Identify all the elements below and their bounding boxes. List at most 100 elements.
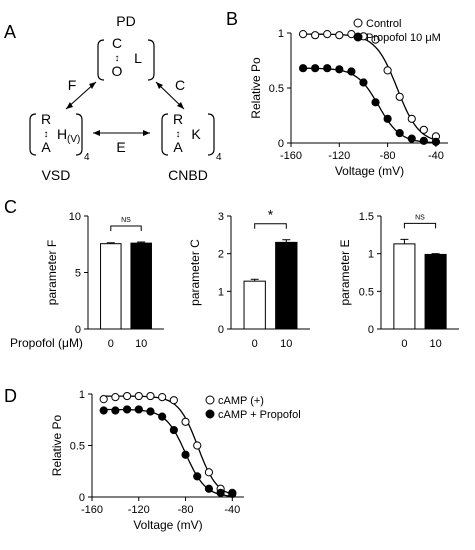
data-point-filled bbox=[335, 65, 344, 74]
x-tick-label: 10 bbox=[429, 338, 441, 350]
y-tick-label: 0 bbox=[368, 324, 374, 336]
y-tick-label: 3 bbox=[218, 211, 224, 223]
y-tick-label: 0 bbox=[218, 324, 224, 336]
data-point-filled bbox=[134, 405, 143, 414]
panel-letter-a: A bbox=[4, 22, 16, 42]
y-tick-label: 0 bbox=[75, 324, 81, 336]
data-point-open bbox=[111, 392, 120, 402]
data-point-filled bbox=[359, 78, 368, 87]
data-point-filled bbox=[169, 425, 178, 435]
pd-label: PD bbox=[116, 13, 135, 29]
data-point-filled bbox=[407, 134, 416, 143]
legend-label: cAMP (+) bbox=[218, 395, 264, 407]
x-tick-label: -120 bbox=[128, 504, 150, 516]
data-point-open bbox=[383, 66, 392, 75]
x-tick-label: 10 bbox=[280, 338, 292, 350]
y-tick-label: 1 bbox=[278, 28, 284, 40]
y-tick-label: 0.5 bbox=[70, 441, 85, 453]
legend-marker bbox=[353, 18, 363, 28]
vsd-label: VSD bbox=[42, 167, 71, 183]
vsd-bracket-right bbox=[75, 113, 83, 156]
legend-label: Propofol 10 μM bbox=[366, 32, 441, 44]
x-tick-label: -80 bbox=[380, 150, 396, 162]
pd-state-c: C bbox=[112, 35, 122, 51]
y-tick-label: 5 bbox=[75, 268, 81, 280]
data-point-filled bbox=[431, 137, 441, 146]
chart-b-po-voltage: -160 -120 -80 -40 0 0.5 1 Voltage (mV) Relative … bbox=[249, 18, 448, 178]
bar bbox=[424, 253, 447, 330]
significance-bracket bbox=[403, 222, 437, 229]
vsd-bracket-left bbox=[29, 113, 37, 156]
data-point-filled bbox=[228, 489, 237, 499]
vsd-coupling-h: H bbox=[57, 126, 67, 142]
x-tick-label: -160 bbox=[81, 504, 103, 516]
pd-coupling-l: L bbox=[134, 50, 142, 66]
chart-c-parameter-e: 0 0.5 1 1.5 0 10 NS parameter E bbox=[338, 211, 459, 350]
cnbd-coupling-k: K bbox=[191, 126, 201, 142]
x-tick-label: -40 bbox=[224, 504, 240, 516]
pd-bracket-left bbox=[97, 39, 105, 81]
data-point-filled bbox=[371, 98, 380, 107]
cnbd-label: CNBD bbox=[168, 167, 208, 183]
edge-vsd-pd-arrowhead-b bbox=[89, 82, 96, 89]
data-point-open bbox=[122, 391, 132, 401]
x-tick-label: 0 bbox=[252, 338, 258, 350]
cnbd-power: 4 bbox=[216, 152, 222, 163]
cnbd-bracket-left bbox=[161, 113, 169, 156]
y-tick-label: 0.5 bbox=[269, 83, 284, 95]
pd-state-o: O bbox=[112, 63, 123, 79]
chart-c-parameter-f: 0 5 10 0 10 NS parameter F Propofol (μM) bbox=[10, 211, 164, 350]
data-point-filled bbox=[146, 407, 155, 416]
data-point-filled bbox=[298, 64, 308, 73]
y-tick-label: 1.5 bbox=[359, 211, 374, 223]
legend-marker bbox=[353, 32, 363, 42]
pd-transition-arrow: ↕ bbox=[115, 53, 120, 64]
y-tick-label: 1 bbox=[368, 249, 374, 261]
legend-marker bbox=[205, 409, 215, 419]
x-axis-label: Voltage (mV) bbox=[335, 164, 404, 178]
data-point-filled bbox=[99, 406, 108, 415]
data-point-filled bbox=[419, 136, 428, 145]
cnbd-state-a: A bbox=[173, 139, 183, 155]
data-point-open bbox=[371, 35, 380, 44]
x-axis-label: Propofol (μM) bbox=[10, 336, 83, 350]
significance-bracket bbox=[110, 225, 142, 231]
data-point-open bbox=[134, 391, 143, 401]
fit-curve-filled bbox=[103, 408, 233, 497]
legend-marker bbox=[205, 395, 215, 405]
x-tick-label: -120 bbox=[328, 150, 350, 162]
fit-curve-filled bbox=[303, 67, 436, 144]
significance-label: * bbox=[268, 207, 274, 223]
data-point-filled bbox=[204, 484, 214, 493]
vsd-state-a: A bbox=[41, 139, 51, 155]
data-point-filled bbox=[158, 412, 167, 421]
significance-label: NS bbox=[415, 214, 425, 221]
edge-vsd-pd-arrowhead-a bbox=[66, 102, 73, 109]
y-tick-label: 10 bbox=[69, 211, 81, 223]
bar bbox=[275, 241, 298, 330]
x-tick-label: 10 bbox=[135, 338, 147, 350]
edge-label-c: C bbox=[175, 77, 185, 93]
vsd-state-r: R bbox=[41, 111, 51, 127]
chart-d-po-voltage: -160 -120 -80 -40 0 0.5 1 Voltage (mV) Relative … bbox=[50, 389, 301, 532]
chart-c-parameter-c: 0 1 2 3 0 10 * parameter C bbox=[188, 207, 310, 350]
legend-label: cAMP + Propofol bbox=[218, 409, 301, 421]
edge-pd-cnbd-arrowhead-a bbox=[156, 82, 163, 89]
vsd-transition-arrow: ↕ bbox=[44, 129, 49, 140]
bar bbox=[393, 243, 416, 330]
x-axis-label: Voltage (mV) bbox=[133, 518, 202, 532]
data-point-open bbox=[146, 391, 155, 401]
data-point-filled bbox=[311, 64, 320, 73]
data-point-open bbox=[419, 125, 428, 134]
cnbd-bracket-right bbox=[207, 113, 215, 156]
data-point-open bbox=[99, 395, 108, 404]
data-point-open bbox=[407, 114, 416, 123]
x-tick-label: 0 bbox=[401, 338, 407, 350]
data-point-open bbox=[158, 392, 167, 402]
edge-label-f: F bbox=[68, 77, 77, 93]
panel-letter-b: B bbox=[226, 9, 238, 29]
pd-bracket-right bbox=[147, 39, 155, 81]
gating-model-diagram: PD C ↕ O L R ↕ A H (V) 4 VSD R ↕ A K 4 C… bbox=[29, 13, 222, 183]
data-point-open bbox=[395, 92, 404, 101]
